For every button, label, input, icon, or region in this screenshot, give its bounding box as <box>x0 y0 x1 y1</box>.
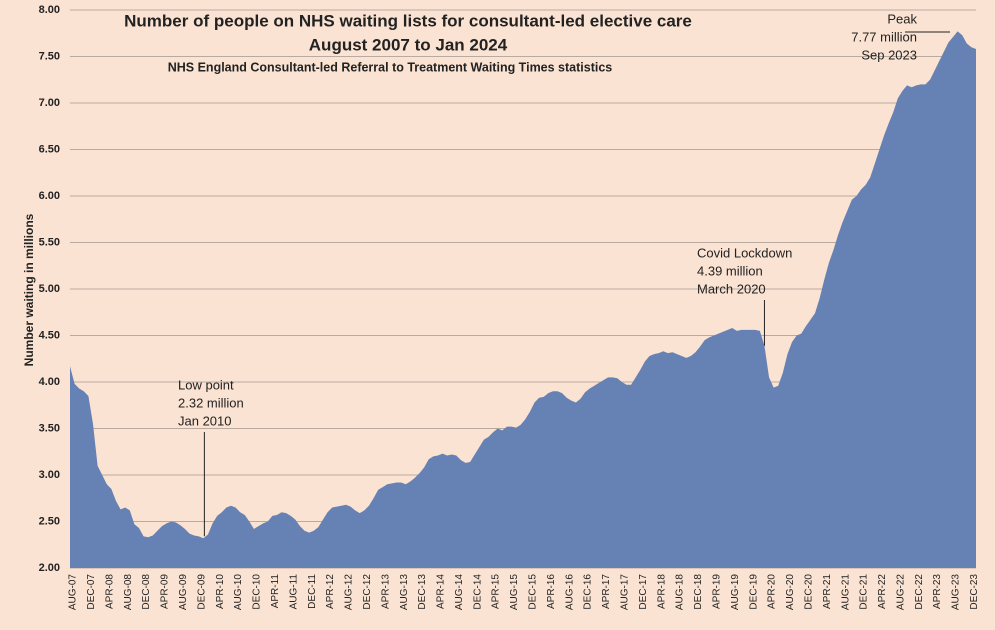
x-tick-label: AUG-15 <box>509 574 520 611</box>
x-tick-label: DEC-17 <box>638 574 649 610</box>
y-axis-label: Number waiting in millions <box>22 213 36 366</box>
y-tick-label: 5.00 <box>39 283 60 295</box>
annotation: Peak <box>887 11 917 26</box>
x-tick-label: DEC-16 <box>583 574 594 610</box>
annotation: Jan 2010 <box>178 413 232 428</box>
x-tick-label: APR-14 <box>436 574 447 609</box>
x-tick-label: DEC-15 <box>528 574 539 610</box>
x-tick-label: AUG-10 <box>233 574 244 611</box>
annotation: Low point <box>178 377 234 392</box>
x-tick-label: APR-12 <box>325 574 336 609</box>
x-tick-label: APR-18 <box>656 574 667 609</box>
chart-subtitle: NHS England Consultant-led Referral to T… <box>168 60 613 74</box>
x-tick-label: AUG-23 <box>951 574 962 611</box>
y-tick-label: 4.50 <box>39 329 60 341</box>
x-tick-label: AUG-11 <box>288 574 299 610</box>
x-tick-label: DEC-09 <box>196 574 207 610</box>
x-tick-label: AUG-21 <box>840 574 851 611</box>
x-tick-label: AUG-18 <box>675 574 686 611</box>
x-tick-label: APR-21 <box>822 574 833 609</box>
x-tick-label: AUG-22 <box>895 574 906 611</box>
x-tick-label: DEC-20 <box>803 574 814 610</box>
x-tick-label: DEC-22 <box>914 574 925 610</box>
annotation: 7.77 million <box>851 29 917 44</box>
x-tick-label: DEC-11 <box>307 574 318 609</box>
x-tick-label: DEC-23 <box>969 574 980 610</box>
y-tick-label: 3.50 <box>39 422 60 434</box>
y-tick-label: 3.00 <box>39 469 60 481</box>
y-tick-label: 7.50 <box>39 50 60 62</box>
y-tick-label: 4.00 <box>39 376 60 388</box>
y-tick-label: 6.50 <box>39 143 60 155</box>
x-tick-label: AUG-20 <box>785 574 796 611</box>
x-tick-label: DEC-21 <box>859 574 870 610</box>
x-tick-label: AUG-08 <box>123 574 134 611</box>
x-tick-label: DEC-10 <box>252 574 263 610</box>
x-tick-label: APR-15 <box>491 574 502 609</box>
x-tick-label: APR-19 <box>711 574 722 609</box>
y-tick-label: 2.00 <box>39 562 60 574</box>
x-tick-label: DEC-08 <box>141 574 152 610</box>
y-tick-label: 2.50 <box>39 515 60 527</box>
x-tick-label: DEC-12 <box>362 574 373 610</box>
x-tick-label: AUG-09 <box>178 574 189 611</box>
x-tick-label: AUG-16 <box>564 574 575 611</box>
y-tick-label: 8.00 <box>39 4 60 16</box>
y-tick-label: 6.00 <box>39 190 60 202</box>
x-tick-label: DEC-07 <box>86 574 97 610</box>
x-tick-label: DEC-13 <box>417 574 428 610</box>
y-tick-label: 7.00 <box>39 97 60 109</box>
x-tick-label: APR-13 <box>380 574 391 609</box>
annotation: March 2020 <box>697 281 766 296</box>
x-tick-label: AUG-19 <box>730 574 741 611</box>
x-tick-label: APR-16 <box>546 574 557 609</box>
x-tick-label: APR-11 <box>270 574 281 609</box>
chart-title: August 2007 to Jan 2024 <box>309 35 508 54</box>
x-tick-label: AUG-12 <box>344 574 355 611</box>
annotation: 2.32 million <box>178 395 244 410</box>
x-tick-label: AUG-14 <box>454 574 465 611</box>
x-tick-label: DEC-18 <box>693 574 704 610</box>
y-tick-label: 5.50 <box>39 236 60 248</box>
annotation: 4.39 million <box>697 263 763 278</box>
x-tick-label: APR-20 <box>767 574 778 609</box>
x-tick-label: APR-09 <box>160 574 171 609</box>
x-tick-label: APR-17 <box>601 574 612 609</box>
x-tick-label: AUG-17 <box>620 574 631 611</box>
x-tick-label: AUG-07 <box>68 574 79 611</box>
x-tick-label: APR-23 <box>932 574 943 609</box>
x-tick-label: DEC-19 <box>748 574 759 610</box>
x-tick-label: APR-22 <box>877 574 888 609</box>
area <box>70 31 976 568</box>
annotation: Sep 2023 <box>861 47 917 62</box>
x-tick-label: DEC-14 <box>472 574 483 610</box>
chart-title: Number of people on NHS waiting lists fo… <box>124 11 692 30</box>
x-tick-label: APR-08 <box>104 574 115 609</box>
x-tick-label: APR-10 <box>215 574 226 609</box>
x-tick-label: AUG-13 <box>399 574 410 611</box>
annotation: Covid Lockdown <box>697 245 792 260</box>
